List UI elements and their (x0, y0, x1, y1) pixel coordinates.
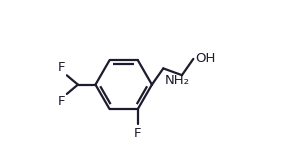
Text: F: F (58, 61, 65, 74)
Text: F: F (134, 127, 141, 140)
Text: OH: OH (195, 52, 215, 65)
Text: F: F (58, 95, 65, 108)
Text: NH₂: NH₂ (165, 75, 190, 87)
